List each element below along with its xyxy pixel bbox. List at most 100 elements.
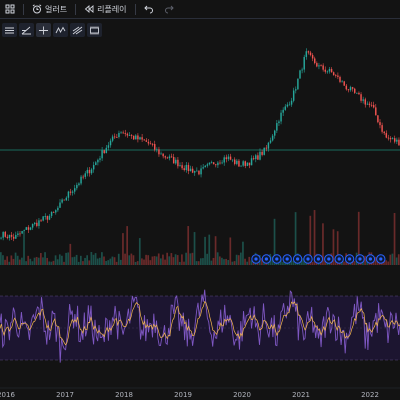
candle-body [305, 51, 308, 57]
volume-bar [313, 210, 316, 265]
candle-body [69, 191, 72, 193]
rewind-icon [84, 5, 94, 13]
time-axis-label: 2021 [292, 391, 310, 399]
candle-body [90, 169, 93, 174]
candle-body [19, 233, 21, 235]
candle-body [299, 70, 301, 79]
zigzag-tool[interactable] [53, 23, 68, 37]
candle-body [46, 216, 49, 220]
candle-body [387, 137, 390, 139]
candle-body [225, 157, 228, 160]
volume-bar [65, 252, 67, 265]
volume-bar [240, 252, 242, 265]
candle-body [252, 158, 255, 160]
candle-body [166, 157, 169, 159]
volume-bar [193, 232, 196, 265]
volume-bar [134, 261, 137, 265]
candle-body [34, 222, 36, 225]
candle-body [61, 199, 63, 203]
volume-bar [164, 259, 166, 265]
candle-body [156, 149, 158, 151]
candle-body [391, 138, 394, 140]
zigzag-icon [55, 26, 66, 33]
oscillator-pane[interactable] [0, 289, 400, 363]
candle-body [147, 141, 150, 144]
candle-body [189, 168, 192, 172]
candle-body [52, 211, 55, 213]
volume-bar [242, 241, 244, 265]
time-axis[interactable]: 2016 2017 2018 2019 2020 2021 2022 [0, 387, 400, 399]
volume-bar [210, 260, 213, 265]
multi-line-tool[interactable] [70, 23, 85, 37]
candle-body [114, 136, 116, 138]
candle-body [366, 103, 369, 105]
volume-bar [31, 261, 34, 265]
candle-body [364, 99, 366, 105]
event-marker-dot [306, 257, 310, 261]
volume-bar [147, 255, 150, 265]
volume-bar [145, 254, 147, 265]
candle-body [343, 81, 345, 86]
candle-body [183, 168, 185, 171]
volume-bar [71, 257, 74, 265]
crosshair-tool[interactable] [36, 23, 51, 37]
candle-body [135, 135, 137, 140]
volume-bar [44, 252, 46, 265]
toolbar-divider [134, 3, 136, 15]
volume-bar [75, 254, 78, 265]
candle-body [2, 231, 4, 238]
volume-bar [37, 257, 40, 265]
candle-body [351, 87, 354, 89]
candle-body [223, 157, 225, 163]
price-pane[interactable] [0, 48, 400, 242]
layout-button[interactable] [0, 0, 20, 18]
volume-bar [364, 255, 366, 265]
volume-bar [82, 261, 84, 265]
undo-button[interactable] [139, 0, 159, 18]
candle-body [276, 123, 278, 131]
redo-button[interactable] [159, 0, 179, 18]
volume-bar [178, 261, 181, 265]
candle-body [316, 63, 318, 67]
candle-body [97, 159, 99, 163]
volume-bar [322, 223, 324, 265]
volume-bar [73, 256, 76, 265]
volume-bar [305, 261, 307, 265]
candle-body [377, 115, 379, 123]
candle-body [212, 162, 215, 165]
volume-bar [244, 258, 246, 265]
trend-angle-tool[interactable] [19, 23, 34, 37]
candle-body [15, 234, 17, 239]
candle-body [82, 176, 84, 178]
event-marker-dot [316, 257, 320, 261]
candle-body [383, 131, 385, 134]
volume-bar [233, 261, 236, 265]
candle-body [36, 222, 38, 226]
candle-body [31, 224, 34, 228]
candle-body [23, 229, 25, 232]
time-axis-label: 2016 [0, 391, 15, 399]
candle-body [78, 183, 80, 185]
candle-body [282, 109, 284, 113]
candle-body [181, 165, 183, 169]
candle-body [354, 88, 356, 93]
candle-body [238, 160, 240, 167]
volume-bar [284, 261, 286, 265]
volume-bar [141, 258, 143, 265]
volume-bar [229, 237, 232, 265]
candle-body [88, 169, 91, 174]
candle-body [362, 99, 364, 101]
alert-button[interactable]: 얼러트 [27, 0, 72, 18]
volume-bar [311, 261, 314, 265]
rectangle-icon [90, 26, 99, 34]
candle-body [398, 139, 400, 146]
rectangle-tool[interactable] [87, 23, 102, 37]
candle-body [172, 156, 175, 164]
candle-body [10, 234, 13, 237]
horizontal-lines-icon [5, 27, 14, 33]
volume-bar [202, 258, 204, 265]
horizontal-lines-tool[interactable] [2, 23, 17, 37]
replay-button[interactable]: 리플레이 [79, 0, 131, 18]
volume-bar [58, 254, 61, 265]
